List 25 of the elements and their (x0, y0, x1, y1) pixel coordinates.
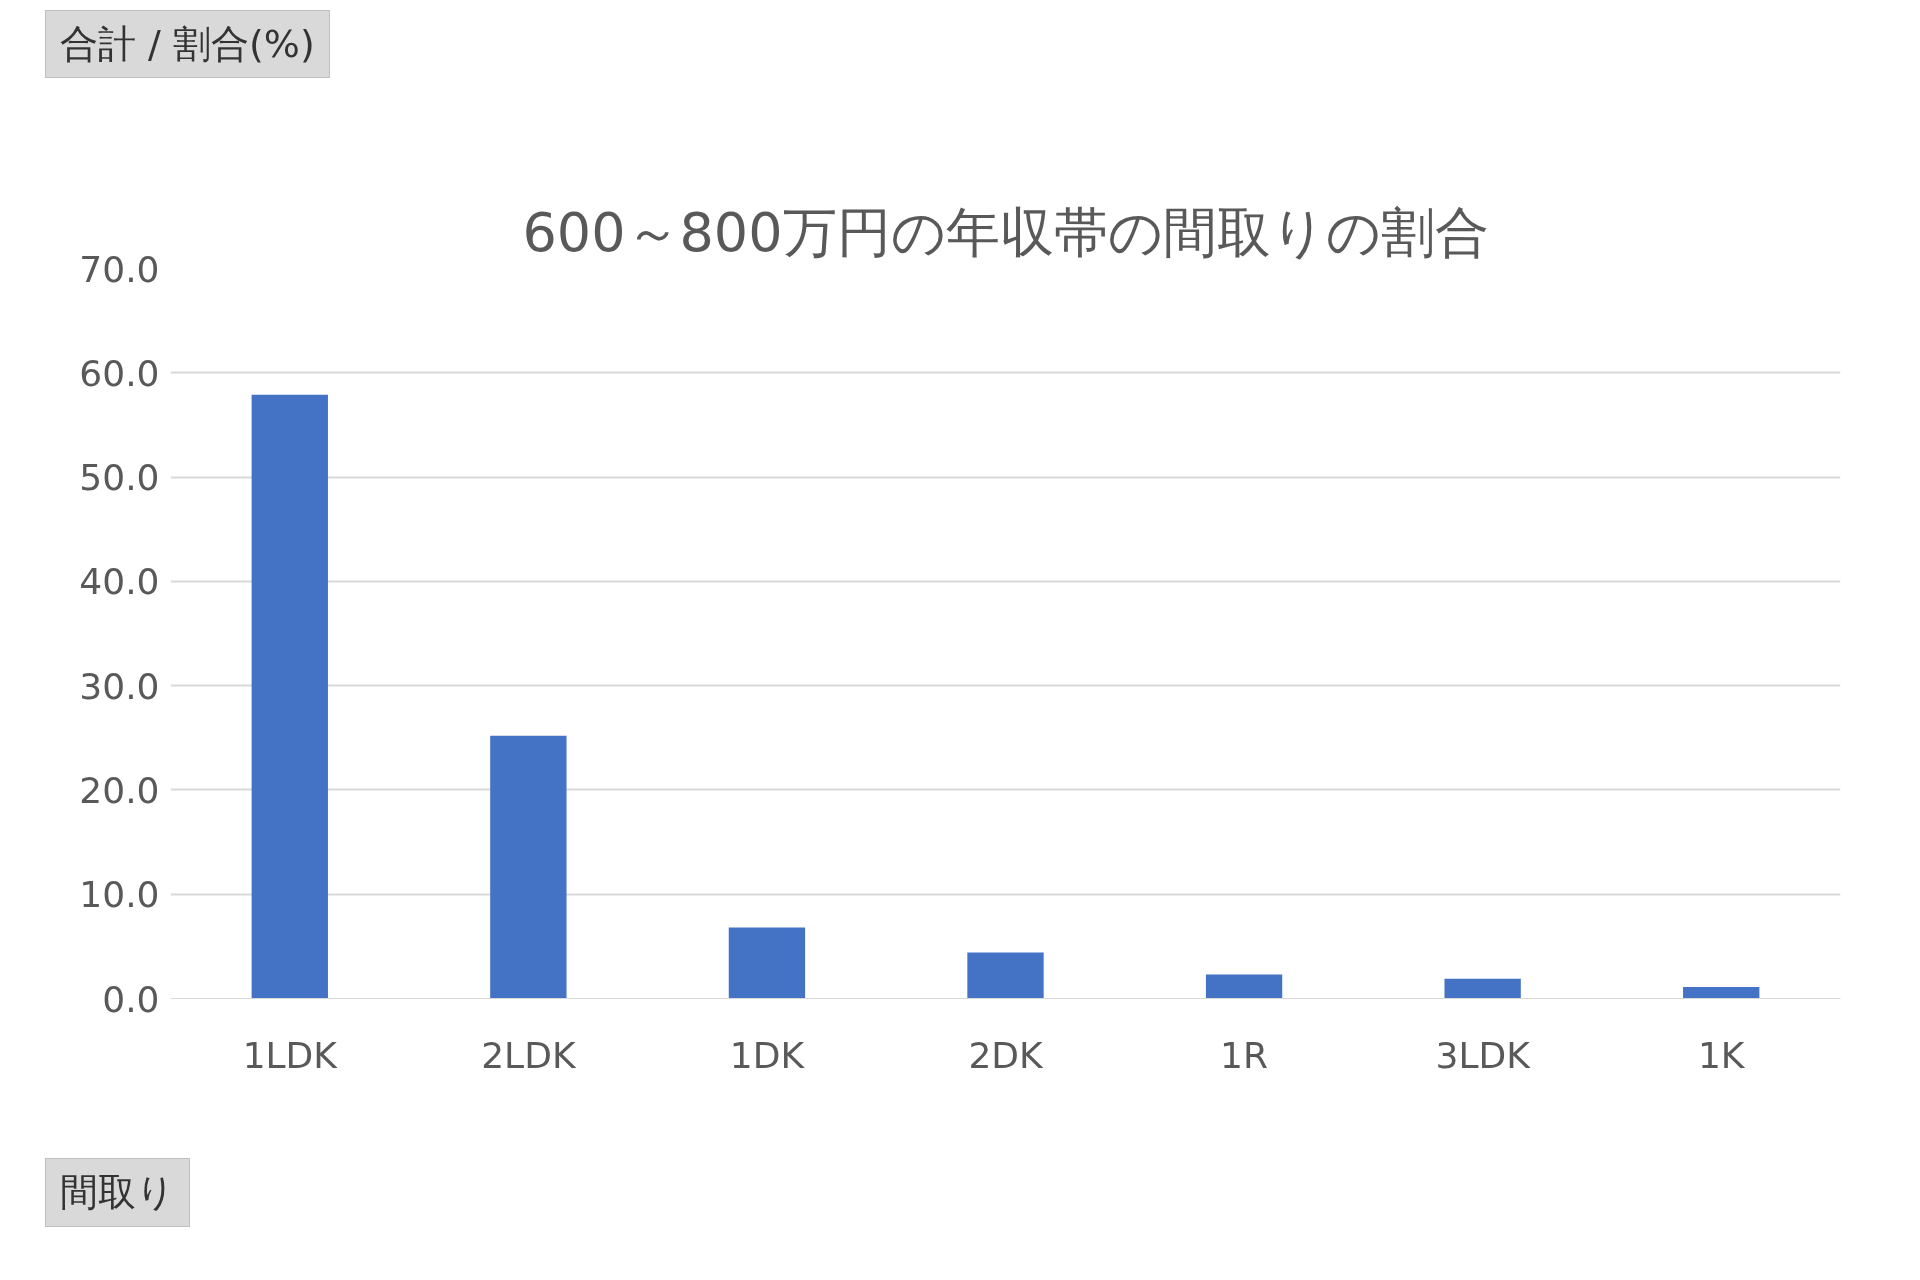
y-tick-label: 20.0 (79, 770, 160, 812)
y-axis-title: 合計 / 割合(%) (45, 10, 330, 79)
x-tick-label: 2DK (968, 1034, 1045, 1076)
x-tick-label: 1LDK (242, 1034, 339, 1076)
bar (490, 735, 567, 999)
y-tick-label: 70.0 (79, 248, 160, 290)
bar (967, 952, 1044, 999)
y-tick-label: 60.0 (79, 353, 160, 395)
bar (251, 394, 328, 999)
x-tick-label: 1DK (729, 1034, 806, 1076)
x-tick-label: 1K (1697, 1034, 1746, 1076)
x-tick-label: 3LDK (1435, 1034, 1532, 1076)
x-axis-title: 間取り (45, 1158, 190, 1227)
y-tick-label: 40.0 (79, 561, 160, 603)
chart-title: 600～800万円の年収帯の間取りの割合 (522, 200, 1489, 264)
bar (1683, 987, 1760, 999)
x-tick-label: 1R (1220, 1034, 1269, 1076)
y-tick-label: 0.0 (102, 978, 160, 1020)
bar (1205, 974, 1283, 999)
y-tick-label: 30.0 (79, 665, 160, 707)
y-tick-label: 50.0 (79, 457, 160, 499)
bar (728, 927, 806, 999)
bar (1444, 978, 1521, 999)
x-tick-label: 2LDK (481, 1034, 577, 1076)
y-tick-label: 10.0 (79, 874, 160, 916)
